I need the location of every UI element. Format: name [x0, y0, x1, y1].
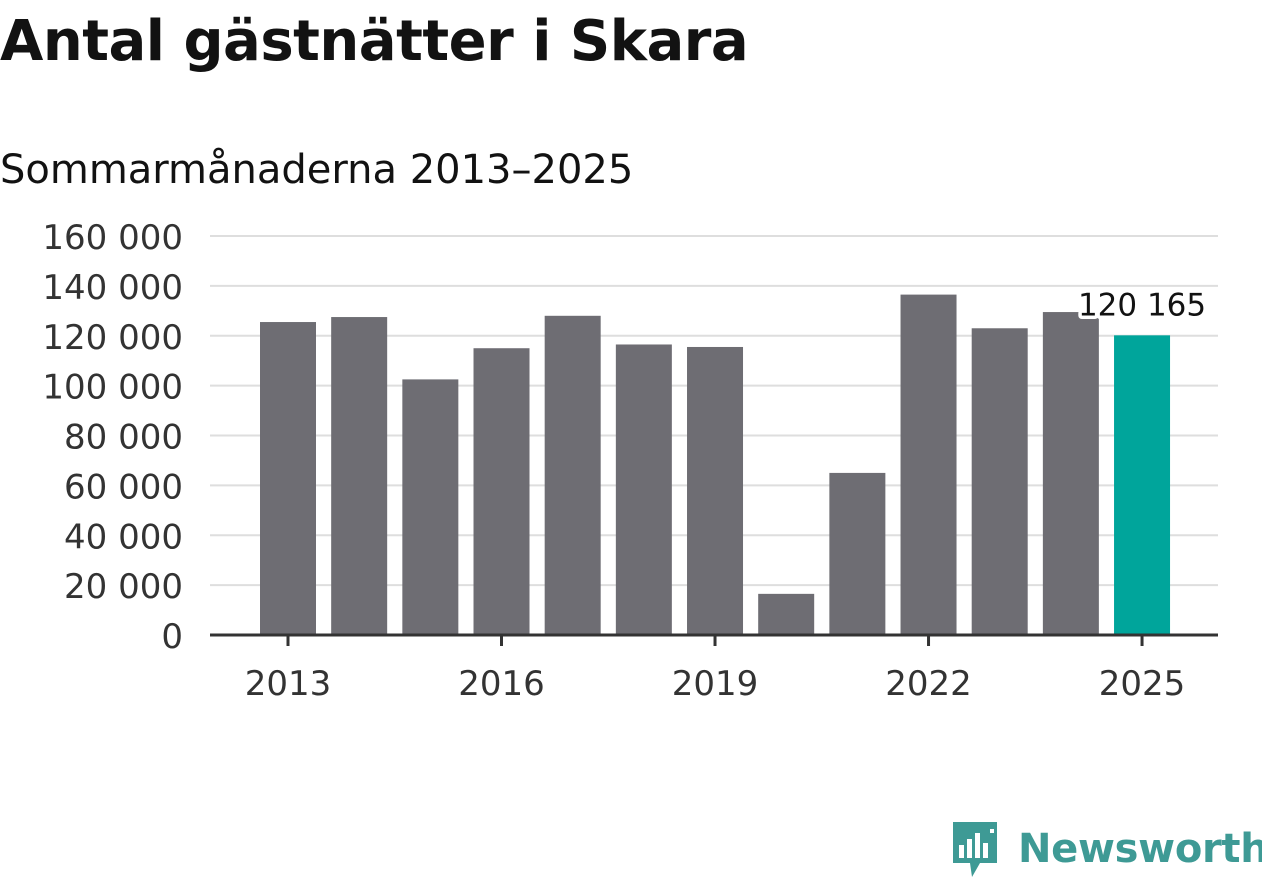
x-tick-label: 2022: [885, 664, 972, 704]
y-tick-label: 100 000: [42, 368, 183, 408]
chart-subtitle: Sommarmånaderna 2013–2025: [0, 147, 634, 193]
y-tick-label: 120 000: [42, 318, 183, 358]
bar: [544, 315, 601, 635]
bar-highlight: [1114, 335, 1171, 635]
bar: [260, 322, 316, 635]
data-label: 120 165: [1078, 287, 1206, 323]
bar: [900, 294, 957, 635]
bar: [615, 344, 672, 635]
y-tick-label: 20 000: [64, 567, 183, 607]
bar: [331, 317, 388, 635]
bar: [473, 348, 530, 635]
y-tick-label: 160 000: [42, 218, 183, 258]
x-tick-label: 2025: [1099, 664, 1186, 704]
bar: [402, 379, 459, 635]
y-tick-label: 60 000: [64, 467, 183, 507]
bar: [971, 328, 1028, 635]
newsworthy-logo: Newsworthy: [950, 818, 1262, 880]
y-tick-label: 80 000: [64, 418, 183, 458]
bar: [1042, 312, 1099, 635]
x-tick-label: 2013: [245, 664, 332, 704]
x-tick-label: 2019: [672, 664, 759, 704]
chart-title: Antal gästnätter i Skara: [0, 9, 749, 74]
y-tick-label: 0: [161, 617, 183, 657]
bar: [687, 346, 744, 635]
brand-name: Newsworthy: [1018, 826, 1262, 872]
y-tick-label: 140 000: [42, 268, 183, 308]
bar: [829, 472, 886, 635]
y-tick-label: 40 000: [64, 517, 183, 557]
x-tick-label: 2016: [458, 664, 545, 704]
newsworthy-logo-icon: [953, 822, 997, 877]
bar: [758, 593, 815, 635]
